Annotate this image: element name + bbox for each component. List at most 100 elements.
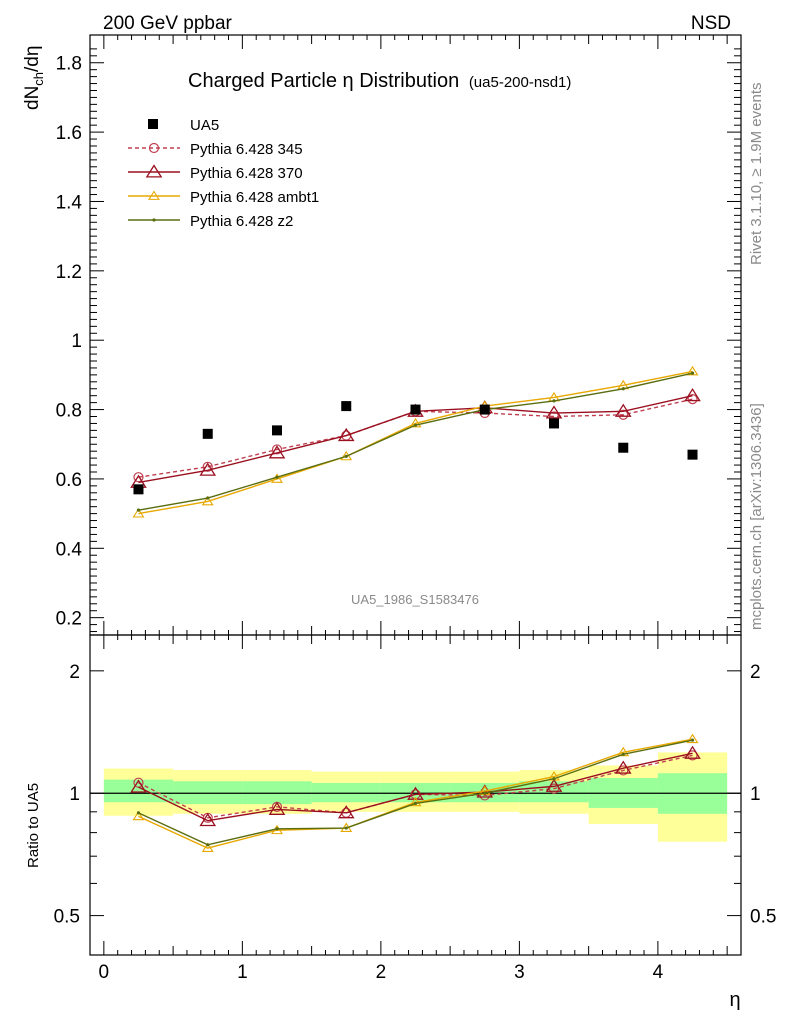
axis-tick-labels: 0 1 2 3 4 0.2 0.4 0.6 0.8 1 1.2 1.4 1.6 1.8 0.5 0.5 1 1 2 2 bbox=[54, 54, 777, 983]
header-left: 200 GeV ppbar bbox=[103, 13, 233, 34]
band-green bbox=[380, 782, 451, 803]
series-1-point bbox=[684, 387, 701, 402]
legend-marker bbox=[148, 190, 160, 200]
series-0-ratio-point bbox=[548, 783, 560, 794]
legend-entry-label: UA5 bbox=[190, 117, 219, 134]
series-0-ratio-point bbox=[687, 750, 698, 761]
series-2-ratio-point bbox=[686, 733, 699, 744]
y-tick-label-main: 0.4 bbox=[56, 539, 83, 560]
y-tick-label-ratio: 1 bbox=[69, 784, 80, 805]
y-tick-label-main: 1.8 bbox=[56, 54, 82, 75]
series-3-ratio-point bbox=[483, 791, 487, 795]
band-green bbox=[103, 779, 174, 803]
series-3-ratio-point bbox=[413, 801, 418, 806]
legend-entry-label: Pythia 6.428 370 bbox=[190, 165, 303, 182]
band-green bbox=[311, 782, 381, 803]
ua5-point bbox=[549, 418, 560, 429]
legend-marker bbox=[145, 164, 163, 178]
ua5-point bbox=[410, 404, 421, 415]
series-3-line bbox=[138, 372, 693, 511]
y-tick-label-ratio-right: 0.5 bbox=[750, 907, 776, 928]
y-tick-label-ratio-right: 2 bbox=[750, 662, 761, 683]
x-tick-label: 4 bbox=[653, 962, 664, 983]
y-tick-label-main: 1 bbox=[71, 331, 82, 352]
legend-marker bbox=[148, 142, 160, 154]
x-tick-label: 3 bbox=[514, 962, 525, 983]
chart-title-suffix: (ua5-200-nsd1) bbox=[469, 74, 572, 91]
analysis-watermark: UA5_1986_S1583476 bbox=[351, 592, 479, 607]
legend-entry-label: Pythia 6.428 345 bbox=[190, 141, 303, 158]
series-3-point bbox=[136, 508, 141, 512]
series-1-ratio-point bbox=[545, 778, 563, 792]
series-3-point bbox=[275, 475, 279, 479]
x-tick-label: 2 bbox=[376, 962, 387, 983]
ua5-data-points bbox=[133, 401, 698, 495]
y-tick-label-ratio-right: 1 bbox=[750, 784, 761, 805]
ua5-point bbox=[687, 449, 698, 460]
y-axis-label-main: dNch/dη bbox=[22, 46, 46, 110]
legend-marker-ua5 bbox=[148, 119, 158, 129]
y-tick-label-ratio: 2 bbox=[69, 662, 80, 683]
series-2-line bbox=[138, 370, 693, 515]
legend: UA5 Pythia 6.428 345 Pythia 6.428 370 Pythi… bbox=[128, 117, 319, 230]
ua5-point bbox=[618, 442, 629, 453]
series-1-ratio-point bbox=[268, 801, 286, 815]
series-3-point bbox=[552, 399, 556, 403]
series-0-point bbox=[202, 461, 213, 472]
series-3-point bbox=[206, 496, 210, 500]
y-tick-label-main: 1.6 bbox=[56, 123, 82, 144]
main-series-group bbox=[130, 365, 701, 518]
series-1-ratio-line bbox=[138, 752, 693, 822]
chart-title-main: Charged Particle η Distribution bbox=[188, 70, 459, 92]
legend-entry-label: Pythia 6.428 ambt1 bbox=[190, 189, 319, 206]
ua5-point bbox=[271, 425, 282, 436]
ua5-point bbox=[202, 428, 213, 439]
x-tick-label: 0 bbox=[99, 962, 110, 983]
y-axis-label-ratio: Ratio to UA5 bbox=[25, 783, 42, 868]
mcplots-label: mcplots.cern.ch [arXiv:1306.3436] bbox=[748, 403, 765, 630]
series-2-ratio-point bbox=[132, 810, 145, 821]
y-tick-label-main: 0.6 bbox=[56, 470, 82, 491]
series-3-ratio-point bbox=[621, 752, 625, 756]
y-tick-label-ratio: 0.5 bbox=[54, 907, 80, 928]
main-panel-frame bbox=[89, 34, 742, 636]
ua5-point bbox=[479, 404, 490, 415]
series-3-ratio-point bbox=[206, 843, 210, 847]
legend-marker bbox=[152, 218, 156, 222]
series-0-point bbox=[271, 444, 283, 455]
chart-title: Charged Particle η Distribution (ua5-200… bbox=[188, 70, 571, 92]
ratio-series-group bbox=[130, 733, 701, 853]
rivet-version-label: Rivet 3.1.10, ≥ 1.9M events bbox=[748, 83, 765, 266]
header-right: NSD bbox=[691, 13, 731, 34]
series-0-point bbox=[687, 394, 698, 405]
series-1-ratio-point bbox=[130, 779, 147, 793]
series-0-point bbox=[618, 409, 629, 420]
series-3-point bbox=[344, 454, 348, 458]
series-3-point bbox=[690, 371, 695, 375]
series-2-point bbox=[132, 508, 145, 518]
series-1-ratio-point bbox=[199, 812, 217, 827]
ua5-point bbox=[133, 484, 144, 495]
y-tick-label-main: 0.2 bbox=[56, 609, 82, 630]
series-1-ratio-point bbox=[684, 745, 701, 759]
series-1-point bbox=[545, 405, 563, 419]
series-1-point bbox=[199, 462, 217, 476]
series-3-ratio-point bbox=[136, 811, 141, 815]
series-2-point bbox=[686, 365, 699, 376]
series-1-point bbox=[337, 427, 355, 442]
series-2-point bbox=[201, 495, 214, 506]
y-tick-label-main: 0.8 bbox=[56, 401, 82, 422]
legend-entry-label: Pythia 6.428 z2 bbox=[190, 213, 293, 230]
series-1-ratio-point bbox=[614, 760, 632, 774]
series-2-ratio-point bbox=[409, 796, 422, 807]
axis-ticks bbox=[90, 35, 741, 956]
series-1-point bbox=[268, 445, 286, 459]
x-tick-label: 1 bbox=[237, 962, 248, 983]
ua5-point bbox=[341, 401, 352, 412]
series-3-ratio-point bbox=[552, 777, 556, 781]
ratio-panel-frame bbox=[89, 634, 742, 956]
series-3-point bbox=[621, 387, 625, 391]
y-tick-label-main: 1.4 bbox=[56, 192, 83, 213]
series-1-ratio-point bbox=[407, 786, 424, 800]
